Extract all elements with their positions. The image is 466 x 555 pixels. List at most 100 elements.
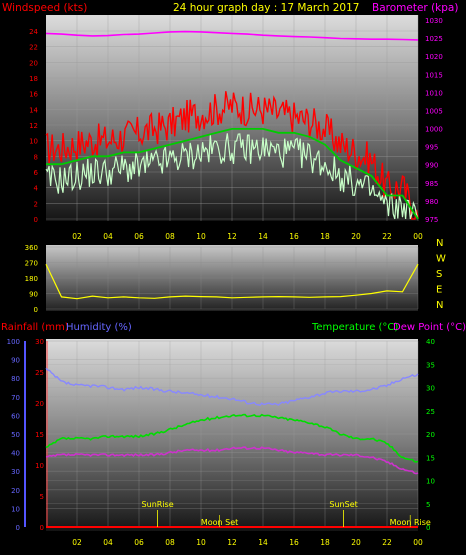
wind-y-tick-label: 22 [29,44,38,52]
chart-title: 24 hour graph day : 17 March 2017 [173,2,359,14]
temperature-y-tick-label: 10 [426,478,435,486]
rainfall-y-tick-label: 20 [35,400,44,408]
wind-y-tick-label: 8 [34,153,38,161]
barometer-y-tick-label: 1030 [425,17,443,25]
wind-y-tick-label: 6 [34,169,39,177]
wind-y-tick-label: 4 [34,185,39,193]
rainfall-y-tick-label: 25 [35,369,44,377]
barometer-y-tick-label: 1000 [425,126,443,134]
climate-x-tick-label: 18 [320,538,330,547]
compass-label: N [436,300,443,311]
humidity-y-tick-label: 90 [11,357,20,365]
wind-y-tick-label: 10 [29,138,38,146]
climate-x-tick-label: 12 [227,538,237,547]
wind-y-tick-label: 16 [29,91,38,99]
direction-y-tick-label: 0 [34,306,38,314]
wind-x-tick-label: 12 [227,232,237,241]
climate-x-tick-label: 00 [413,538,423,547]
compass-label: N [436,238,443,249]
windspeed-average-gust-line [46,127,419,220]
barometer-y-tick-label: 975 [425,216,438,224]
barometer-y-tick-label: 990 [425,162,438,170]
event-annotation-label: Moon Rise [390,518,431,527]
event-annotation-label: SunRise [142,500,174,509]
annotations: SunRise SunSet Moon Set Moon Rise [142,500,431,527]
rainfall-axis-title: Rainfall (mm) [1,322,69,333]
wind-y-tick-label: 12 [29,122,38,130]
humidity-y-tick-label: 40 [11,450,20,458]
humidity-y-tick-label: 0 [16,524,20,532]
climate-x-tick-label: 08 [165,538,175,547]
wind-y-tick-label: 20 [29,59,38,67]
compass-label: E [436,285,442,296]
wind-y-tick-label: 24 [29,28,38,36]
wind-x-tick-label: 06 [134,232,144,241]
rainfall-y-tick-label: 10 [35,462,44,470]
humidity-y-tick-label: 20 [11,487,20,495]
temperature-y-tick-label: 15 [426,454,435,462]
humidity-y-tick-label: 100 [7,338,20,346]
temperature-line [45,413,419,463]
temperature-y-tick-label: 40 [426,338,435,346]
wind-y-tick-label: 2 [34,200,38,208]
humidity-y-tick-label: 60 [11,412,20,420]
barometer-y-tick-label: 1005 [425,107,443,115]
compass-label: W [436,254,446,265]
barometer-y-tick-label: 1025 [425,35,443,43]
rainfall-y-tick-label: 5 [40,493,44,501]
barometer-y-tick-label: 980 [425,198,438,206]
windspeed-average-line [45,133,419,220]
data-series [45,30,419,528]
climate-x-tick-label: 10 [196,538,206,547]
wind-direction-line [45,263,419,300]
direction-y-tick-label: 90 [29,291,38,299]
direction-y-tick-label: 180 [25,275,38,283]
windspeed-axis-title: Windspeed (kts) [2,2,87,14]
temperature-y-tick-label: 35 [426,361,435,369]
axis-tick-labels: 0246810121416182022249759809859909951000… [7,17,446,547]
climate-x-tick-label: 14 [258,538,268,547]
wind-y-tick-label: 14 [29,106,38,114]
wind-x-tick-label: 10 [196,232,206,241]
barometer-y-tick-label: 1010 [425,89,443,97]
wind-x-tick-label: 14 [258,232,268,241]
climate-x-tick-label: 20 [351,538,361,547]
barometer-axis-title: Barometer (kpa) [372,2,458,14]
wind-x-tick-label: 00 [413,232,423,241]
temperature-y-tick-label: 0 [426,524,430,532]
wind-x-tick-label: 02 [72,232,82,241]
compass-label: S [436,269,442,280]
wind-x-tick-label: 08 [165,232,175,241]
barometer-y-tick-label: 1020 [425,53,443,61]
event-annotation-label: SunSet [329,500,357,509]
humidity-axis-title: Humidity (%) [66,322,132,333]
climate-x-tick-label: 02 [72,538,82,547]
event-annotation-label: Moon Set [201,518,238,527]
wind-x-tick-label: 04 [103,232,113,241]
humidity-y-tick-label: 30 [11,468,20,476]
humidity-y-tick-label: 80 [11,375,20,383]
humidity-line [45,367,419,406]
rainfall-y-tick-label: 30 [35,338,44,346]
direction-y-tick-label: 270 [25,260,38,268]
climate-x-tick-label: 16 [289,538,299,547]
wind-x-tick-label: 18 [320,232,330,241]
temperature-y-tick-label: 25 [426,408,435,416]
wind-y-tick-label: 0 [34,216,38,224]
barometer-y-tick-label: 1015 [425,71,443,79]
temperature-y-tick-label: 5 [426,501,430,509]
rainfall-y-tick-label: 15 [35,431,44,439]
humidity-y-tick-label: 70 [11,394,20,402]
temperature-axis-title: Temperature (°C) [311,322,398,333]
climate-x-tick-label: 06 [134,538,144,547]
wind-x-tick-label: 20 [351,232,361,241]
barometer-y-tick-label: 985 [425,180,438,188]
wind-x-tick-label: 22 [382,232,392,241]
dewpoint-line [45,446,419,475]
dewpoint-axis-title: Dew Point (°C) [393,322,466,333]
temperature-y-tick-label: 30 [426,385,435,393]
wind-y-tick-label: 18 [29,75,38,83]
barometer-y-tick-label: 995 [425,144,438,152]
climate-x-tick-label: 04 [103,538,113,547]
rainfall-y-tick-label: 0 [40,524,44,532]
